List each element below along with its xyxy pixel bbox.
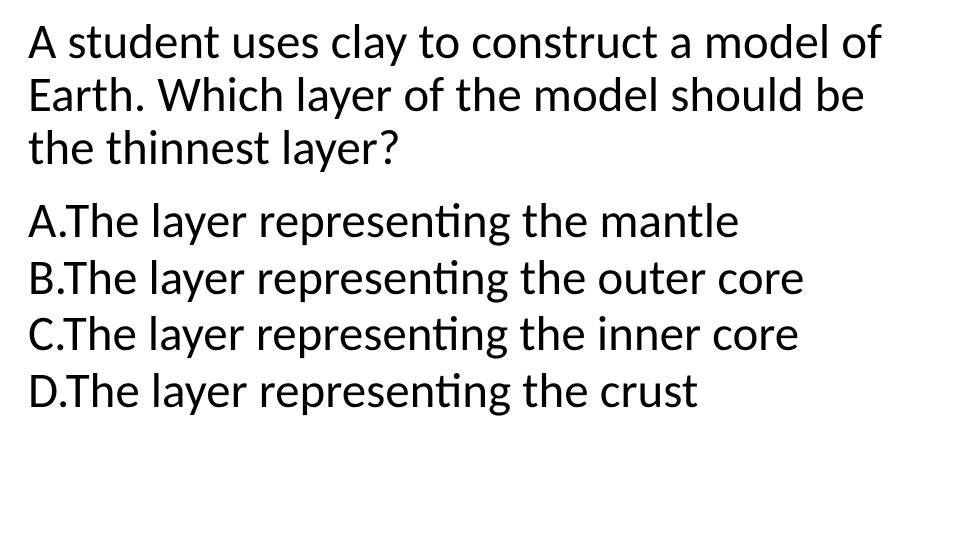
option-text: The layer representing the inner core [63, 304, 799, 364]
option-text: The layer representing the crust [66, 361, 699, 421]
option-text: The layer representing the mantle [65, 191, 739, 251]
option-c: C.The layer representing the inner core [28, 306, 932, 363]
option-letter: A. [28, 191, 65, 251]
option-text: The layer representing the outer core [63, 248, 804, 308]
option-d: D.The layer representing the crust [28, 363, 932, 420]
question-text: A student uses clay to construct a model… [28, 16, 932, 175]
option-letter: D. [28, 361, 66, 421]
option-letter: C. [28, 304, 63, 364]
option-letter: B. [28, 248, 63, 308]
option-b: B.The layer representing the outer core [28, 250, 932, 307]
slide: A student uses clay to construct a model… [0, 0, 960, 540]
answer-options: A.The layer representing the mantle B.Th… [28, 193, 932, 420]
option-a: A.The layer representing the mantle [28, 193, 932, 250]
